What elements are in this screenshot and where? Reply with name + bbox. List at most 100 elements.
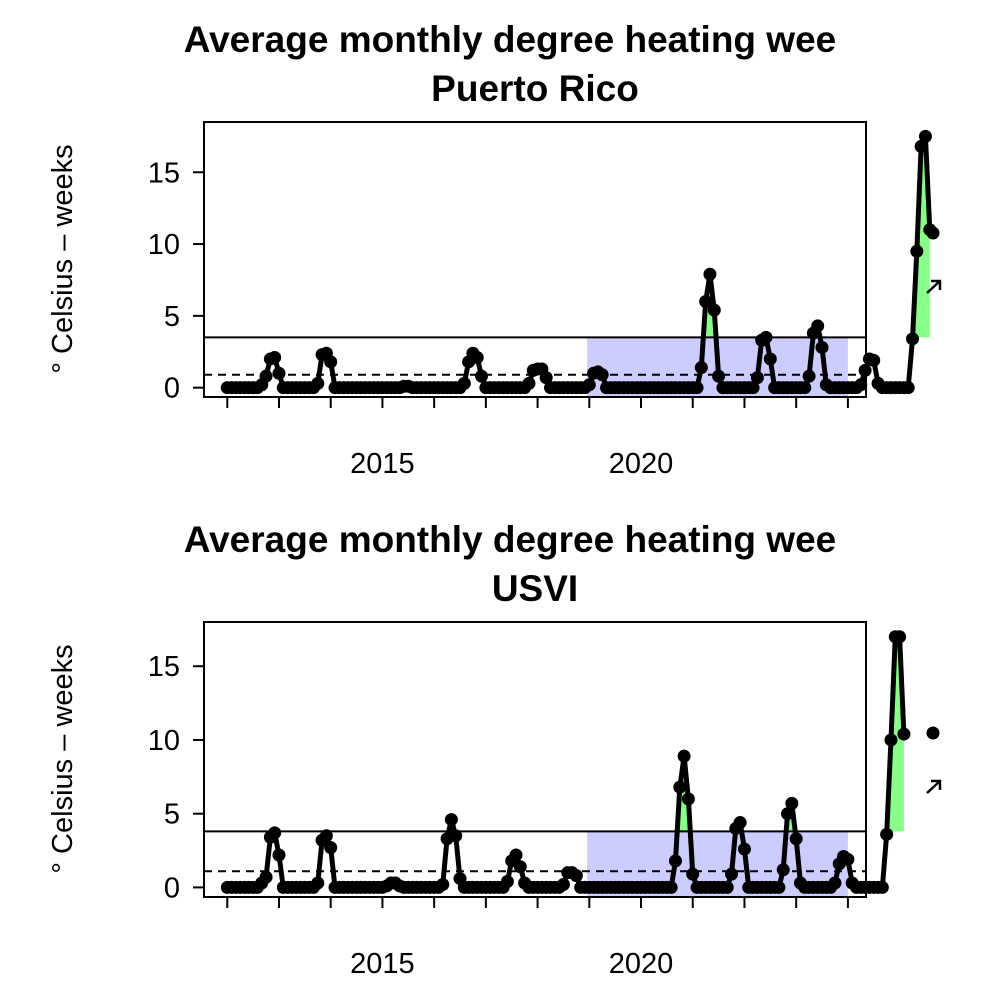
y-axis-label: ° Celsius – weeks: [47, 144, 79, 373]
plot-frame: [203, 621, 867, 898]
legend-arrow-head-icon: [931, 779, 942, 790]
data-point: [841, 852, 855, 866]
data-point: [785, 796, 799, 810]
data-point: [759, 330, 773, 344]
data-point: [867, 353, 881, 367]
data-point: [449, 829, 463, 843]
chart-subtitle: USVI: [492, 568, 578, 609]
data-point: [500, 875, 514, 889]
data-point: [776, 863, 790, 877]
data-point: [690, 381, 704, 395]
data-point: [811, 319, 825, 333]
chart-subtitle: Puerto Rico: [431, 68, 639, 109]
y-tick-label: 15: [148, 651, 180, 683]
data-series: [220, 630, 911, 894]
data-point: [737, 842, 751, 856]
legend-arrow-icon: [926, 280, 941, 294]
data-point: [906, 332, 920, 346]
y-tick-label: 15: [148, 157, 180, 189]
data-point: [513, 860, 527, 874]
data-point: [595, 368, 609, 382]
legend-arrow-icon: [926, 780, 941, 794]
data-point: [272, 848, 286, 862]
data-point: [897, 727, 911, 741]
y-tick-label: 5: [164, 301, 180, 333]
data-point: [436, 877, 450, 891]
legend-point-icon: [926, 726, 940, 740]
data-series: [220, 129, 937, 395]
data-point: [268, 351, 282, 365]
data-point: [910, 244, 924, 258]
data-point: [556, 877, 570, 891]
legend: [926, 726, 942, 794]
data-point: [677, 749, 691, 763]
above-threshold-fill: [703, 136, 930, 338]
data-point: [880, 827, 894, 841]
data-point: [750, 371, 764, 385]
x-tick-label: 2020: [609, 948, 674, 980]
y-tick-label: 10: [148, 229, 180, 261]
y-tick-label: 0: [164, 373, 180, 405]
data-point: [918, 129, 932, 143]
legend: [926, 226, 942, 294]
data-point: [668, 854, 682, 868]
data-point: [268, 826, 282, 840]
data-point: [828, 876, 842, 890]
data-point: [311, 376, 325, 390]
data-point: [272, 366, 286, 380]
x-tick-label: 2020: [609, 448, 674, 480]
data-point: [884, 733, 898, 747]
data-point: [725, 867, 739, 881]
data-point: [854, 378, 868, 392]
data-point: [901, 381, 915, 395]
data-point: [772, 880, 786, 894]
chart-title: Average monthly degree heating wee: [184, 519, 837, 560]
data-point: [664, 880, 678, 894]
data-point: [914, 139, 928, 153]
data-point: [781, 807, 795, 821]
data-point: [733, 816, 747, 830]
x-tick-label: 2015: [350, 948, 415, 980]
data-point: [893, 630, 907, 644]
data-point: [259, 369, 273, 383]
data-point: [259, 870, 273, 884]
data-point: [522, 376, 536, 390]
data-point: [324, 355, 338, 369]
data-point: [707, 303, 721, 317]
data-point: [720, 880, 734, 894]
data-point: [569, 869, 583, 883]
legend-point-icon: [926, 226, 940, 240]
data-point: [798, 381, 812, 395]
data-point: [699, 295, 713, 309]
data-point: [539, 371, 553, 385]
y-axis-label: ° Celsius – weeks: [47, 644, 79, 873]
data-point: [703, 267, 717, 281]
x-tick-label: 2015: [350, 448, 415, 480]
data-point: [582, 378, 596, 392]
legend-arrow-head-icon: [931, 279, 942, 290]
data-point: [475, 369, 489, 383]
axes: 0 5 10 15 2015 2020: [148, 121, 867, 480]
plot-frame: [203, 121, 867, 398]
data-point: [815, 340, 829, 354]
chart-title: Average monthly degree heating wee: [184, 19, 837, 60]
data-point: [673, 780, 687, 794]
data-point: [457, 376, 471, 390]
data-point: [686, 867, 700, 881]
data-point: [681, 792, 695, 806]
data-point: [875, 880, 889, 894]
data-point: [694, 361, 708, 375]
y-tick-label: 0: [164, 872, 180, 904]
panel-usvi: Average monthly degree heating wee USVI …: [47, 519, 942, 980]
data-point: [763, 352, 777, 366]
y-tick-label: 5: [164, 799, 180, 831]
data-point: [712, 369, 726, 383]
data-point: [319, 829, 333, 843]
data-point: [746, 381, 760, 395]
axes: 0 5 10 15 2015 2020: [148, 621, 867, 980]
data-point: [470, 351, 484, 365]
data-point: [789, 832, 803, 846]
data-point: [324, 841, 338, 855]
data-point: [444, 813, 458, 827]
